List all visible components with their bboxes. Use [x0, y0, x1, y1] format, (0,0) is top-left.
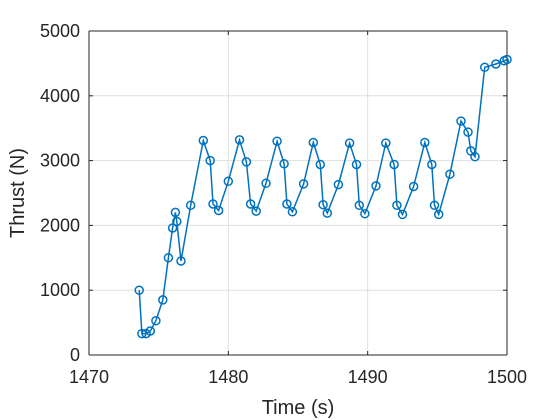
- data-point: [315, 159, 326, 170]
- data-point: [308, 137, 319, 148]
- data-point: [279, 159, 289, 169]
- x-tick-label: 1500: [487, 367, 527, 387]
- data-point: [491, 59, 501, 69]
- data-point: [381, 138, 391, 148]
- data-point: [397, 209, 408, 220]
- data-point: [198, 135, 209, 146]
- data-point: [354, 200, 365, 211]
- data-point: [223, 176, 234, 187]
- x-tick-label: 1480: [208, 367, 248, 387]
- data-point: [134, 285, 144, 295]
- data-point: [463, 127, 473, 137]
- y-tick-label: 1000: [40, 280, 80, 300]
- data-point: [234, 135, 245, 145]
- x-tick-label: 1490: [348, 367, 388, 387]
- data-point: [344, 138, 355, 148]
- data-point: [208, 199, 218, 209]
- data-point: [261, 178, 271, 189]
- data-point: [163, 253, 174, 263]
- y-tick-label: 5000: [40, 21, 80, 41]
- tick-labels: 1470 1480 1490 1500 0 1000 2000 3000 4000 5000: [40, 21, 527, 387]
- data-point: [445, 169, 455, 179]
- series-line: [138, 58, 508, 335]
- y-tick-label: 0: [70, 345, 80, 365]
- data-point: [170, 207, 181, 218]
- data-point: [145, 326, 156, 336]
- data-point: [318, 199, 328, 210]
- data-point: [213, 205, 224, 216]
- data-point: [479, 62, 490, 73]
- series-markers: [134, 54, 512, 339]
- data-point: [322, 208, 333, 218]
- y-tick-label: 4000: [40, 86, 80, 106]
- data-point: [333, 179, 344, 190]
- data-point: [185, 200, 196, 211]
- data-point: [282, 199, 292, 209]
- data-point: [351, 159, 362, 170]
- data-point: [371, 181, 381, 191]
- data-point: [392, 200, 402, 211]
- data-point: [427, 159, 437, 170]
- y-tick-label: 2000: [40, 215, 80, 235]
- data-point: [272, 136, 282, 146]
- data-point: [176, 256, 186, 266]
- data-point: [360, 208, 370, 219]
- data-point: [298, 179, 309, 189]
- data-point: [456, 116, 466, 126]
- data-point: [429, 200, 440, 211]
- data-point: [151, 315, 161, 326]
- data-point: [420, 137, 430, 148]
- data-point: [408, 181, 419, 192]
- data-point: [389, 159, 399, 170]
- data-point: [205, 155, 215, 166]
- data-point: [470, 151, 480, 162]
- y-tick-label: 3000: [40, 151, 80, 171]
- data-point: [251, 206, 261, 216]
- data-point: [433, 209, 444, 220]
- data-point: [502, 54, 512, 65]
- data-point: [172, 216, 182, 227]
- ticks: [88, 30, 508, 356]
- data-point: [158, 295, 168, 305]
- data-point: [167, 223, 178, 233]
- x-axis-label: Time (s): [262, 397, 335, 419]
- data-point: [245, 199, 256, 209]
- x-tick-label: 1470: [69, 367, 109, 387]
- data-point: [287, 207, 298, 217]
- y-axis-label: Thrust (N): [7, 148, 29, 238]
- data-point: [241, 157, 252, 167]
- data-point: [137, 328, 147, 339]
